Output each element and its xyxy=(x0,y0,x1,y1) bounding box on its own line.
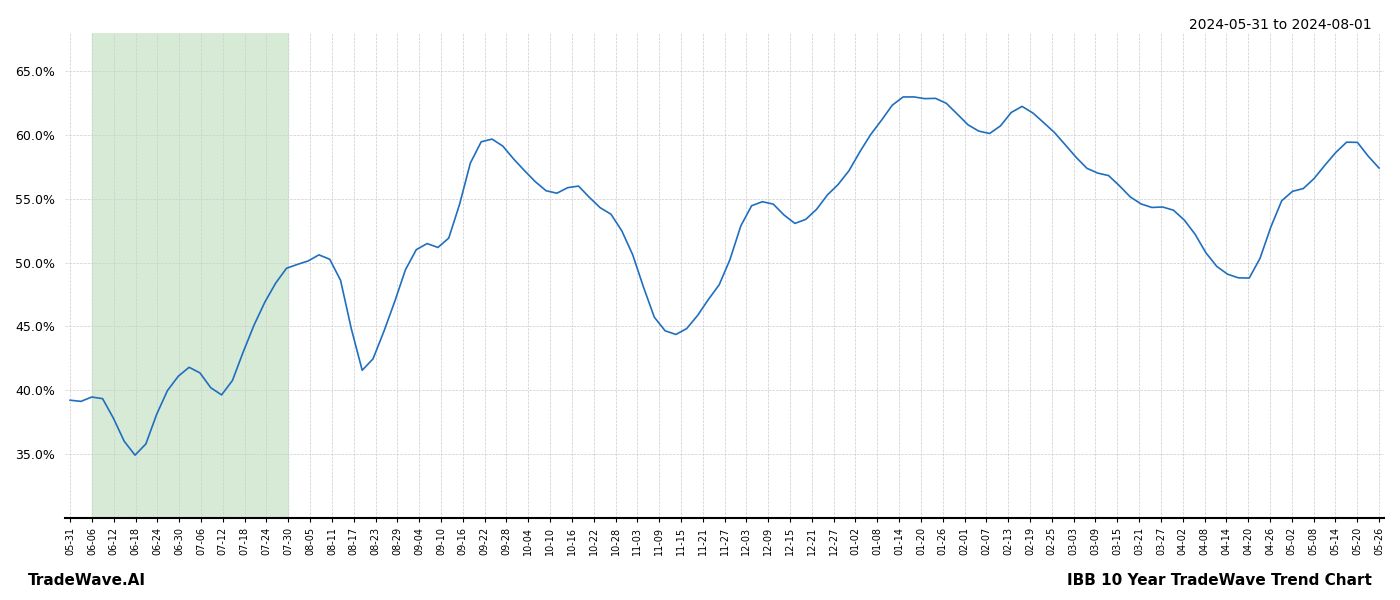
Text: TradeWave.AI: TradeWave.AI xyxy=(28,573,146,588)
Text: IBB 10 Year TradeWave Trend Chart: IBB 10 Year TradeWave Trend Chart xyxy=(1067,573,1372,588)
Bar xyxy=(92,33,288,518)
Text: 2024-05-31 to 2024-08-01: 2024-05-31 to 2024-08-01 xyxy=(1190,18,1372,32)
